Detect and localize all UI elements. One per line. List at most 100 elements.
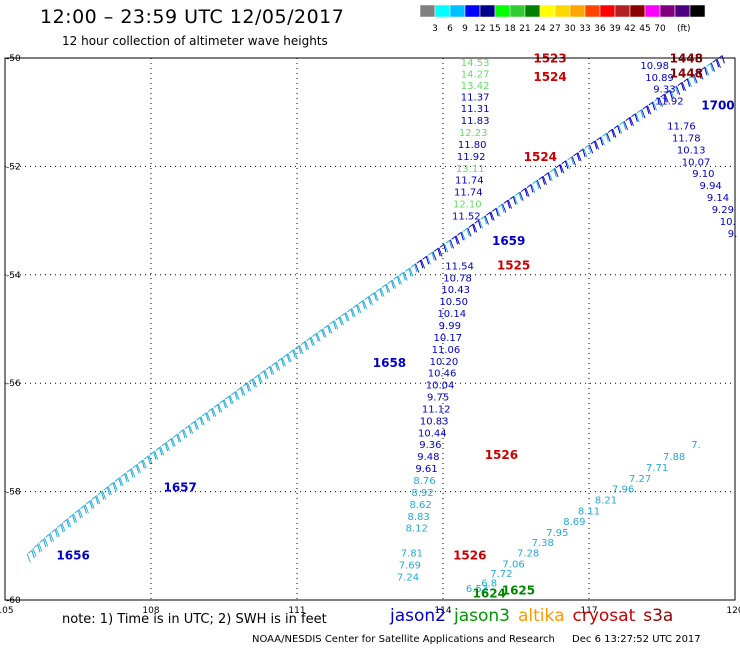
jason2-point: 11.76 <box>667 122 696 133</box>
jason3-point: 7.88 <box>663 452 685 463</box>
time-labels: 1523152415241525152615261625162414481448… <box>56 51 734 600</box>
color-swatch <box>464 5 481 18</box>
jason2-point: 9.75 <box>427 393 449 404</box>
jason2-point: 10.43 <box>441 285 470 296</box>
jason3-point: 7. <box>691 440 701 451</box>
time-label: 1659 <box>492 234 525 248</box>
jason2-point: 11.80 <box>458 140 487 151</box>
jason2-point: 13.42 <box>461 81 490 92</box>
jason3-point: 7.95 <box>546 528 568 539</box>
time-label: 1624 <box>473 586 506 600</box>
color-scale-label: 39 <box>609 24 621 34</box>
jason3-point: 6.8 <box>481 578 497 589</box>
color-swatch <box>524 5 541 18</box>
credit-text: NOAA/NESDIS Center for Satellite Applica… <box>252 634 555 645</box>
satellite-legend: jason2 jason3 altika cryosat s3a <box>390 606 681 626</box>
jason2-point: 8.83 <box>408 512 430 523</box>
jason2-point: 13.11 <box>456 164 485 175</box>
legend-item-jason2: jason2 <box>390 606 446 626</box>
jason2-point: 10.13 <box>677 145 706 156</box>
jason2-point: 9.94 <box>700 181 722 192</box>
page-title: 12:00 – 23:59 UTC 12/05/2017 <box>40 6 345 28</box>
color-scale-label: 12 <box>474 24 485 34</box>
color-swatch <box>584 5 601 18</box>
color-scale-label: 21 <box>519 24 530 34</box>
jason3-point: 6.53 <box>466 584 488 595</box>
jason2-point: 11.54 <box>445 261 474 272</box>
jason2-point: 9. <box>728 229 738 240</box>
color-swatch <box>629 5 646 18</box>
jason2-point: 11.74 <box>455 176 484 187</box>
jason2-point: 8.12 <box>406 524 428 535</box>
color-swatch <box>494 5 511 18</box>
data-labels: 14.5314.2713.4211.3711.3111.8312.2311.80… <box>397 58 738 595</box>
jason3-point: 8.11 <box>578 506 600 517</box>
time-label: 1657 <box>163 481 196 495</box>
jason2-point: 10.17 <box>434 333 463 344</box>
jason3-point: 7.71 <box>646 463 668 474</box>
color-scale-label: 9 <box>462 24 468 34</box>
time-label: 1524 <box>533 70 566 84</box>
y-tick-label: -50 <box>6 54 21 64</box>
jason2-point: 11.74 <box>454 188 483 199</box>
jason2-point: 10.20 <box>430 357 459 368</box>
jason2-point: 9.29 <box>712 205 734 216</box>
time-label: 1700 <box>701 98 734 112</box>
color-scale-label: 24 <box>534 24 546 34</box>
jason2-point: 7.81 <box>401 549 423 560</box>
jason2-point: 10.14 <box>437 309 466 320</box>
jason3-point: 7.38 <box>532 538 554 549</box>
color-scale-label: 45 <box>639 24 650 34</box>
jason2-point: 12.10 <box>453 200 482 211</box>
color-swatch <box>599 5 616 18</box>
legend-item-s3a: s3a <box>643 606 674 626</box>
color-swatch <box>434 5 451 18</box>
color-swatch <box>689 5 706 18</box>
jason2-point: 10.50 <box>439 297 468 308</box>
jason2-point: 8.76 <box>413 476 435 487</box>
jason2-point: 10.04 <box>426 381 455 392</box>
jason2-point: 11.78 <box>672 133 701 144</box>
legend-item-cryosat: cryosat <box>572 606 636 626</box>
jason2-point: 11.52 <box>452 212 481 223</box>
jason2-point: 9.14 <box>707 193 729 204</box>
jason3-point: 7.28 <box>517 549 539 560</box>
jason2-point: 8.62 <box>409 500 431 511</box>
color-scale-label: 15 <box>489 24 500 34</box>
y-tick-label: -56 <box>6 379 21 389</box>
jason3-point: 7.96 <box>612 485 634 496</box>
jason2-point: 12.23 <box>459 128 488 139</box>
time-label: 1656 <box>56 548 89 562</box>
jason2-point: 8.92 <box>411 488 433 499</box>
color-swatch <box>449 5 466 18</box>
footnote: note: 1) Time is in UTC; 2) SWH is in fe… <box>62 612 327 627</box>
jason2-point: 7.69 <box>399 561 421 572</box>
axes: 105 108 111 114 117 120 -50 -52 -54 -56 -58 -60 <box>0 54 740 616</box>
jason3-point: 7.72 <box>490 569 512 580</box>
x-tick-label: 105 <box>0 606 14 616</box>
color-scale-label: 30 <box>564 24 576 34</box>
plot-frame <box>4 57 736 601</box>
color-scale-label: 6 <box>447 24 453 34</box>
time-label: 1526 <box>485 448 518 462</box>
color-scale-label: 33 <box>579 24 590 34</box>
jason2-point: 10.83 <box>420 416 449 427</box>
y-tick-label: -52 <box>6 162 21 172</box>
time-label: 1526 <box>453 548 486 562</box>
time-label: 1658 <box>373 356 406 370</box>
page-subtitle: 12 hour collection of altimeter wave hei… <box>62 34 328 48</box>
time-label: 1525 <box>497 258 530 272</box>
x-tick-label: 117 <box>580 606 597 616</box>
time-label: 1625 <box>502 584 535 598</box>
color-swatch <box>674 5 691 18</box>
jason2-point: 14.53 <box>461 58 490 69</box>
x-tick-label: 108 <box>142 606 159 616</box>
color-swatch <box>659 5 676 18</box>
color-swatch <box>644 5 661 18</box>
color-swatch <box>479 5 496 18</box>
jason3-point: 7.27 <box>629 474 651 485</box>
time-label: 1524 <box>524 150 557 164</box>
color-swatch <box>420 5 436 18</box>
color-swatch <box>539 5 556 18</box>
jason2-point: 10.98 <box>640 61 669 72</box>
